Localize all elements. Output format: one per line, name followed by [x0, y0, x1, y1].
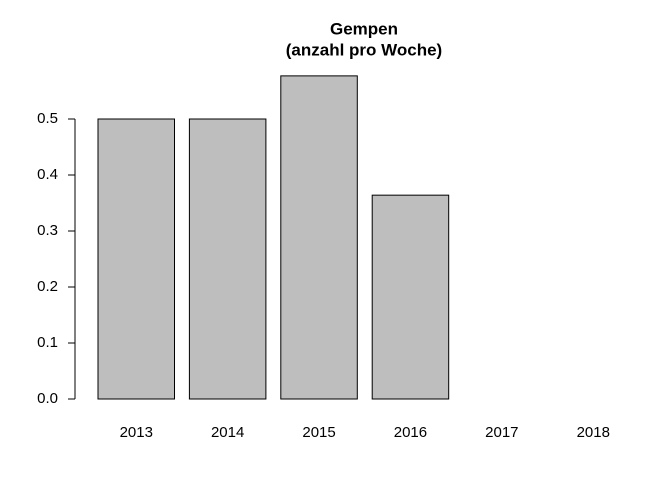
chart-subtitle: (anzahl pro Woche): [286, 40, 442, 59]
y-tick-label: 0.5: [37, 110, 58, 127]
bar: [188, 118, 267, 400]
x-tick-label: 2013: [120, 424, 153, 441]
chart-title: Gempen: [330, 19, 398, 38]
y-tick-label: 0.0: [37, 390, 58, 407]
bar: [97, 118, 175, 400]
y-tick-label: 0.4: [37, 166, 58, 183]
x-tick-label: 2017: [485, 424, 518, 441]
y-tick-label: 0.2: [37, 278, 58, 295]
x-tick-label: 2018: [577, 424, 610, 441]
x-tick-label: 2016: [394, 424, 427, 441]
x-tick-label: 2014: [211, 424, 244, 441]
bar: [371, 194, 450, 400]
y-tick-label: 0.3: [37, 222, 58, 239]
bar: [280, 75, 358, 400]
x-tick-label: 2015: [302, 424, 335, 441]
y-tick-label: 0.1: [37, 334, 58, 351]
